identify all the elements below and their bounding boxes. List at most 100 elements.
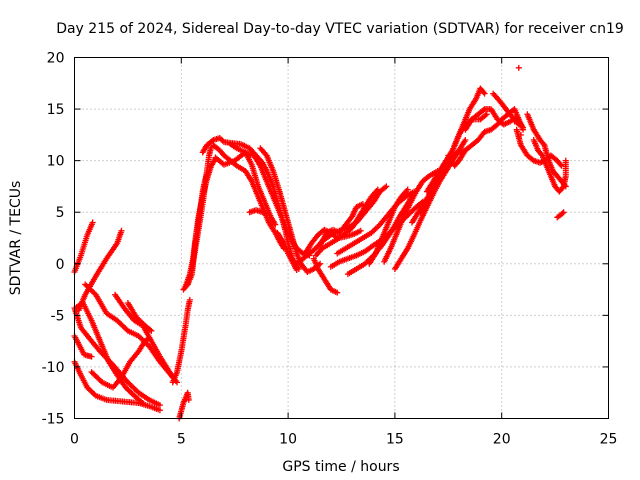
data-point: [147, 326, 154, 333]
data-point: [360, 249, 367, 256]
data-point: [74, 339, 81, 346]
data-point: [331, 232, 338, 239]
data-point: [271, 228, 278, 235]
data-point: [179, 401, 186, 408]
data-point: [127, 388, 134, 395]
chart-title: Day 215 of 2024, Sidereal Day-to-day VTE…: [56, 21, 624, 37]
data-point: [558, 186, 565, 193]
data-point: [87, 353, 94, 360]
data-point: [218, 136, 225, 143]
data-point: [373, 187, 380, 194]
data-point: [219, 137, 226, 144]
data-point: [334, 259, 341, 266]
data-point: [511, 118, 518, 125]
data-point: [393, 231, 400, 238]
data-point: [215, 135, 222, 142]
data-point: [186, 298, 193, 305]
data-point: [87, 387, 94, 394]
data-point: [416, 219, 423, 226]
data-point: [519, 123, 526, 130]
data-point: [144, 402, 151, 409]
data-point: [465, 107, 472, 114]
data-point: [293, 248, 300, 255]
data-point: [205, 154, 212, 161]
data-point: [423, 175, 430, 182]
y-tick-label: 10: [47, 154, 65, 170]
data-point: [556, 175, 563, 182]
data-point: [117, 229, 124, 236]
data-point: [155, 406, 162, 413]
data-point: [121, 305, 128, 312]
data-point: [207, 139, 214, 146]
data-point: [384, 221, 391, 228]
data-point: [556, 160, 563, 167]
data-point: [314, 264, 321, 271]
data-point: [102, 257, 109, 264]
data-point: [214, 145, 221, 152]
data-point: [83, 233, 90, 240]
data-point: [358, 201, 365, 208]
data-point: [247, 160, 254, 166]
data-point: [132, 387, 139, 394]
data-point: [517, 131, 524, 138]
data-point: [185, 395, 192, 402]
data-point: [236, 140, 243, 147]
data-point: [267, 212, 274, 219]
data-point: [386, 246, 393, 253]
data-point: [288, 257, 295, 264]
data-point: [262, 210, 269, 217]
x-axis-label: GPS time / hours: [282, 459, 399, 475]
y-tick-label: 20: [47, 51, 65, 67]
data-point: [410, 233, 417, 240]
data-point: [284, 217, 291, 224]
data-point: [505, 119, 512, 126]
data-point: [254, 181, 261, 188]
data-point: [81, 293, 88, 300]
data-point: [386, 231, 393, 238]
data-point: [356, 228, 363, 235]
data-point: [126, 360, 133, 367]
data-point: [82, 352, 89, 359]
plot-frame: [74, 57, 609, 419]
data-point: [461, 138, 468, 145]
data-point: [466, 144, 473, 151]
data-point: [188, 267, 195, 274]
data-point: [423, 200, 430, 207]
data-point: [475, 116, 482, 123]
data-point: [480, 107, 487, 114]
data-point: [113, 370, 120, 377]
data-point: [332, 288, 339, 295]
data-point: [399, 216, 406, 223]
y-tick-labels: -15 -10 -5 0 5 10 15 20: [42, 51, 65, 428]
x-tick-labels: 0 5 10 15 20 25: [70, 432, 617, 448]
data-point: [260, 197, 267, 204]
data-point: [144, 395, 151, 402]
data-point: [145, 325, 152, 332]
x-tick-label: 0: [70, 432, 79, 448]
data-point: [544, 166, 551, 173]
data-point: [207, 145, 214, 152]
data-point: [292, 265, 299, 272]
data-point: [391, 205, 398, 212]
data-point: [280, 202, 287, 209]
data-point: [349, 241, 356, 248]
data-point: [133, 332, 140, 339]
data-point: [279, 238, 286, 245]
data-point: [472, 113, 479, 120]
data-point: [481, 113, 488, 120]
data-point: [382, 184, 389, 191]
data-point: [559, 210, 566, 217]
data-point: [218, 149, 225, 156]
data-point: [128, 390, 135, 397]
data-point: [351, 266, 358, 273]
y-tick-label: -10: [42, 360, 65, 376]
data-point: [96, 376, 103, 383]
data-point: [380, 185, 387, 192]
data-point: [341, 246, 348, 253]
data-point: [77, 322, 84, 329]
x-tick-label: 20: [493, 432, 511, 448]
data-point: [147, 336, 154, 343]
data-point: [480, 89, 487, 96]
data-point: [138, 398, 145, 405]
